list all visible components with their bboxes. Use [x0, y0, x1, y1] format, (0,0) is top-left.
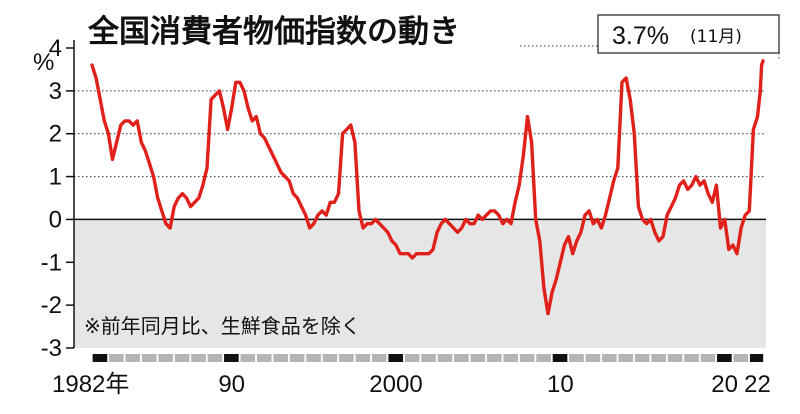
x-year-segment	[371, 354, 387, 362]
x-year-segment	[503, 354, 519, 362]
y-tick-label: -1	[41, 249, 62, 276]
y-axis-ticks: 4 3 2 1 0 -1 -2 -3	[41, 35, 74, 362]
x-year-segment	[634, 354, 650, 362]
x-tick-label: 22	[744, 371, 771, 398]
x-year-segment	[240, 354, 256, 362]
x-year-segment	[700, 354, 716, 362]
y-tick-label: -2	[41, 292, 62, 319]
x-year-segment	[519, 354, 535, 362]
x-tick-label: 90	[218, 371, 245, 398]
x-year-marker	[749, 354, 764, 362]
x-year-marker	[388, 354, 404, 362]
x-year-segment	[191, 354, 206, 362]
x-tick-label: 10	[547, 371, 574, 398]
x-year-segment	[207, 354, 223, 362]
chart-note: ※前年同月比、生鮮食品を除く	[84, 314, 361, 338]
y-tick-label: -3	[41, 335, 62, 362]
x-year-segment	[618, 354, 634, 362]
x-year-segment	[602, 354, 617, 362]
x-year-segment	[421, 354, 436, 362]
x-tick-label: 1982年	[52, 371, 129, 398]
x-year-marker	[92, 354, 108, 362]
x-year-marker	[552, 354, 568, 362]
x-tick-label: 2000	[369, 371, 422, 398]
x-year-marker	[717, 354, 732, 362]
x-year-segment	[684, 354, 699, 362]
x-year-segment	[404, 354, 420, 362]
callout-box	[597, 14, 780, 54]
x-year-segment	[273, 354, 288, 362]
y-tick-label: 3	[49, 78, 62, 105]
x-year-segment	[339, 354, 354, 362]
x-year-segment	[536, 354, 551, 362]
x-year-segment	[733, 354, 749, 362]
x-year-segment	[141, 354, 157, 362]
x-year-segment	[256, 354, 272, 362]
x-year-segment	[470, 354, 486, 362]
x-year-segment	[651, 354, 666, 362]
x-year-segment	[158, 354, 173, 362]
x-axis-timeline	[92, 354, 764, 362]
x-axis-labels: 1982年 90 2000 10 20 22	[52, 371, 771, 398]
x-year-segment	[355, 354, 371, 362]
x-year-segment	[306, 354, 321, 362]
gridlines	[74, 90, 766, 178]
y-tick-label: 2	[49, 121, 62, 148]
callout-period: (11月)	[690, 27, 742, 47]
chart-title: 全国消費者物価指数の動き	[87, 14, 460, 50]
x-year-segment	[569, 354, 584, 362]
y-unit-label: %	[33, 49, 54, 76]
x-year-segment	[125, 354, 141, 362]
x-year-segment	[109, 354, 124, 362]
x-year-segment	[585, 354, 601, 362]
x-year-segment	[667, 354, 683, 362]
y-tick-label: 1	[49, 164, 62, 191]
x-year-segment	[454, 354, 469, 362]
x-year-segment	[289, 354, 305, 362]
y-tick-label: 0	[49, 206, 62, 233]
x-year-segment	[437, 354, 453, 362]
x-year-segment	[174, 354, 190, 362]
x-tick-label: 20	[711, 371, 738, 398]
y-tick-label: 4	[49, 35, 62, 62]
x-year-segment	[486, 354, 502, 362]
series-line	[90, 59, 765, 316]
x-year-marker	[224, 354, 239, 362]
callout-value: 3.7%	[612, 22, 669, 50]
x-year-segment	[322, 354, 338, 362]
negative-region-band	[74, 219, 766, 348]
